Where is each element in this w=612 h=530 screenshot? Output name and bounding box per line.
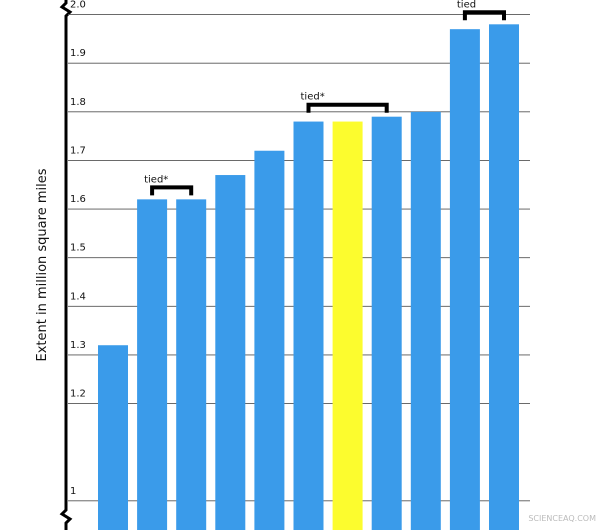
bracket [150, 185, 194, 196]
bar [98, 345, 128, 530]
y-tick-label: 1 [70, 486, 76, 497]
bar [176, 199, 207, 530]
y-tick-label: 1.3 [70, 340, 86, 351]
bar [449, 29, 480, 530]
bar [137, 199, 168, 530]
y-tick-label: 1.7 [70, 145, 86, 156]
y-tick-label: 1.4 [70, 291, 86, 302]
y-tick-label: 1.9 [70, 48, 86, 59]
annotation: tied* [301, 92, 325, 103]
y-tick-label: 1.2 [70, 389, 86, 400]
bar [215, 175, 246, 530]
annotation: tied [457, 0, 476, 10]
y-axis [59, 0, 73, 530]
annotation: tied* [144, 174, 168, 185]
y-tick-label: 2.0 [70, 0, 86, 11]
y-tick-label: 1.8 [70, 97, 86, 108]
bar [254, 150, 285, 530]
bar [371, 116, 402, 530]
y-axis-label: Extent in million square miles [35, 168, 50, 361]
bar [332, 121, 363, 530]
bracket [306, 102, 389, 113]
y-tick-label: 1.6 [70, 194, 86, 205]
bar [489, 24, 519, 530]
bar [410, 111, 441, 530]
y-tick-label: 1.5 [70, 243, 86, 254]
bracket [462, 10, 506, 21]
watermark: SCIENCEAQ.COM [528, 514, 596, 523]
bar [293, 121, 324, 530]
